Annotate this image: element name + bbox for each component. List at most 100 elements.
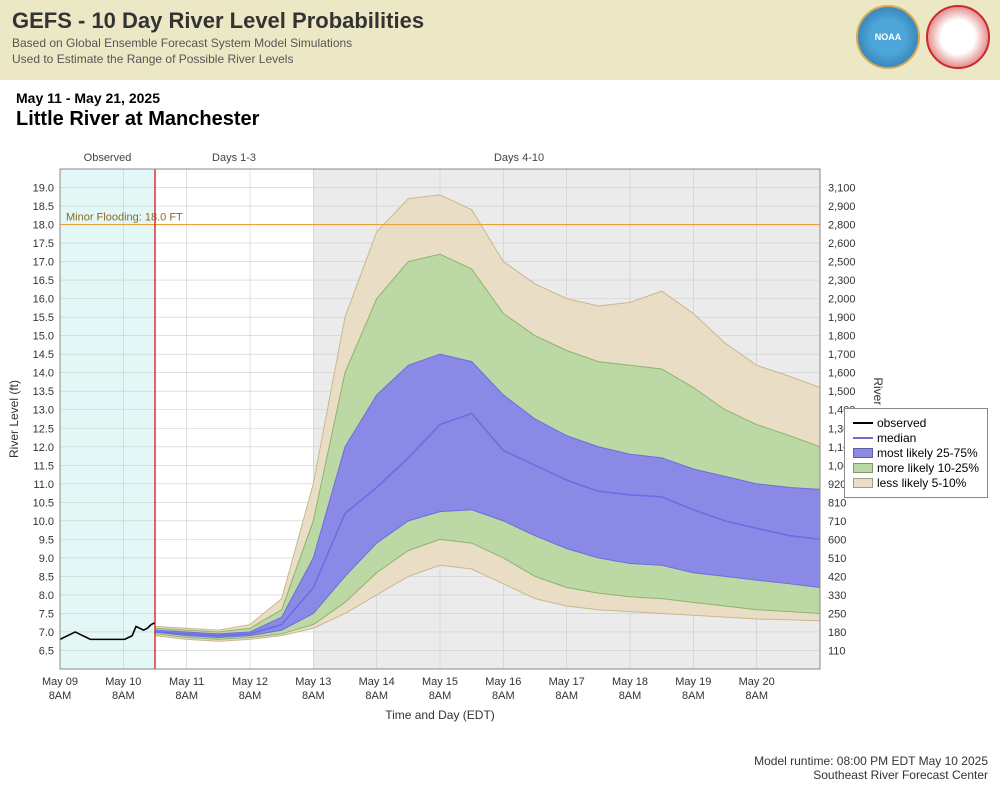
svg-text:18.5: 18.5	[33, 201, 54, 213]
svg-text:6.5: 6.5	[39, 645, 54, 657]
location-name: Little River at Manchester	[16, 108, 984, 131]
svg-text:May 09: May 09	[42, 676, 78, 688]
svg-text:10.0: 10.0	[33, 516, 54, 528]
svg-text:810: 810	[828, 497, 846, 509]
svg-text:May 15: May 15	[422, 676, 458, 688]
svg-text:14.5: 14.5	[33, 349, 54, 361]
legend-item: more likely 10-25%	[853, 461, 979, 475]
legend-item: median	[853, 431, 979, 445]
svg-text:1,900: 1,900	[828, 312, 856, 324]
svg-text:May 11: May 11	[169, 676, 204, 688]
svg-text:1,700: 1,700	[828, 349, 856, 361]
section-days13: Days 1-3	[212, 152, 256, 164]
svg-text:May 18: May 18	[612, 676, 648, 688]
svg-text:8AM: 8AM	[555, 690, 578, 702]
legend-item: observed	[853, 416, 979, 430]
svg-text:8.5: 8.5	[39, 571, 54, 583]
svg-text:8AM: 8AM	[492, 690, 515, 702]
svg-text:8AM: 8AM	[175, 690, 198, 702]
header-banner: GEFS - 10 Day River Level Probabilities …	[0, 0, 1000, 80]
svg-text:16.0: 16.0	[33, 294, 54, 306]
page-title: GEFS - 10 Day River Level Probabilities	[12, 8, 988, 34]
svg-text:7.0: 7.0	[39, 627, 54, 639]
x-axis-label: Time and Day (EDT)	[385, 708, 495, 722]
svg-text:8AM: 8AM	[365, 690, 388, 702]
svg-text:8AM: 8AM	[429, 690, 452, 702]
flood-label: Minor Flooding: 18.0 FT	[66, 212, 183, 224]
svg-text:8AM: 8AM	[239, 690, 262, 702]
svg-text:420: 420	[828, 571, 846, 583]
svg-text:2,300: 2,300	[828, 275, 856, 287]
svg-text:May 19: May 19	[675, 676, 711, 688]
nws-logo-icon: NWS	[926, 5, 990, 69]
svg-text:8AM: 8AM	[745, 690, 768, 702]
svg-text:May 10: May 10	[105, 676, 141, 688]
svg-text:8AM: 8AM	[112, 690, 135, 702]
svg-text:May 17: May 17	[549, 676, 585, 688]
svg-text:16.5: 16.5	[33, 275, 54, 287]
svg-text:9.0: 9.0	[39, 553, 54, 565]
svg-text:15.0: 15.0	[33, 331, 54, 343]
svg-text:14.0: 14.0	[33, 368, 54, 380]
svg-text:510: 510	[828, 553, 846, 565]
forecast-center: Southeast River Forecast Center	[754, 768, 988, 782]
svg-text:2,800: 2,800	[828, 220, 856, 232]
svg-text:2,500: 2,500	[828, 257, 856, 269]
chart-container: 6.5 7.0 7.5 8.0 8.5 9.0 9.5 10.0 10.5 11.0 11.5 12.…	[0, 139, 1000, 749]
model-runtime: Model runtime: 08:00 PM EDT May 10 2025	[754, 754, 988, 768]
svg-text:17.0: 17.0	[33, 257, 54, 269]
svg-text:11.0: 11.0	[33, 479, 54, 491]
svg-text:11.5: 11.5	[33, 460, 54, 472]
svg-text:1,500: 1,500	[828, 386, 856, 398]
svg-text:9.5: 9.5	[39, 534, 54, 546]
legend-swatch	[853, 463, 873, 473]
legend: observedmedianmost likely 25-75%more lik…	[844, 408, 988, 498]
legend-swatch	[853, 448, 873, 458]
svg-text:May 20: May 20	[739, 676, 775, 688]
svg-text:110: 110	[828, 645, 846, 657]
svg-text:May 13: May 13	[295, 676, 331, 688]
svg-text:8AM: 8AM	[619, 690, 642, 702]
svg-text:8AM: 8AM	[302, 690, 325, 702]
svg-text:12.0: 12.0	[33, 442, 54, 454]
section-days410: Days 4-10	[494, 152, 544, 164]
svg-text:15.5: 15.5	[33, 312, 54, 324]
svg-text:3,100: 3,100	[828, 183, 856, 195]
header-subtitle-2: Used to Estimate the Range of Possible R…	[12, 52, 988, 66]
svg-text:1,600: 1,600	[828, 368, 856, 380]
legend-item: less likely 5-10%	[853, 476, 979, 490]
svg-text:8.0: 8.0	[39, 590, 54, 602]
svg-text:17.5: 17.5	[33, 238, 54, 250]
svg-text:330: 330	[828, 590, 846, 602]
legend-label: less likely 5-10%	[877, 476, 966, 490]
footer: Model runtime: 08:00 PM EDT May 10 2025 …	[754, 754, 988, 782]
svg-text:19.0: 19.0	[33, 183, 54, 195]
svg-text:May 16: May 16	[485, 676, 521, 688]
svg-text:180: 180	[828, 627, 846, 639]
svg-text:1,800: 1,800	[828, 331, 856, 343]
noaa-logo-icon: NOAA	[856, 5, 920, 69]
date-range: May 11 - May 21, 2025	[16, 90, 984, 106]
svg-text:8AM: 8AM	[682, 690, 705, 702]
header-subtitle-1: Based on Global Ensemble Forecast System…	[12, 36, 988, 50]
legend-label: observed	[877, 416, 926, 430]
observed-region	[60, 169, 155, 669]
svg-text:600: 600	[828, 534, 846, 546]
section-observed: Observed	[84, 152, 132, 164]
svg-text:13.0: 13.0	[33, 405, 54, 417]
svg-text:2,600: 2,600	[828, 238, 856, 250]
svg-text:12.5: 12.5	[33, 423, 54, 435]
legend-label: most likely 25-75%	[877, 446, 978, 460]
svg-text:2,000: 2,000	[828, 294, 856, 306]
svg-text:7.5: 7.5	[39, 608, 54, 620]
legend-swatch	[853, 433, 873, 443]
legend-label: more likely 10-25%	[877, 461, 979, 475]
y-axis-label: River Level (ft)	[7, 380, 21, 458]
svg-text:10.5: 10.5	[33, 497, 54, 509]
legend-label: median	[877, 431, 916, 445]
chart-subtitle: May 11 - May 21, 2025 Little River at Ma…	[0, 80, 1000, 133]
svg-text:710: 710	[828, 516, 846, 528]
svg-text:18.0: 18.0	[33, 220, 54, 232]
legend-swatch	[853, 478, 873, 488]
logo-group: NOAA NWS	[856, 5, 990, 69]
